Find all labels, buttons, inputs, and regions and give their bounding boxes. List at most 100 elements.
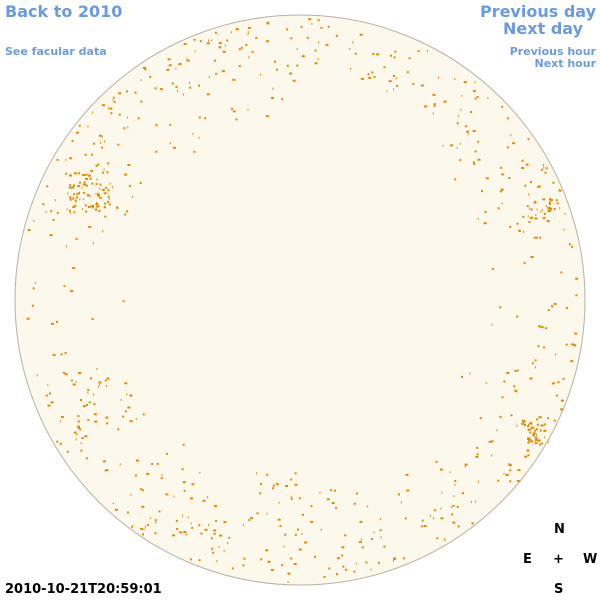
- facula: [352, 41, 354, 44]
- facula: [72, 197, 75, 200]
- facula: [218, 42, 222, 45]
- facula: [441, 491, 443, 494]
- facula: [87, 419, 90, 422]
- facula: [475, 455, 479, 458]
- facula: [400, 501, 402, 504]
- facula: [353, 570, 356, 573]
- facula: [199, 471, 201, 474]
- facula: [545, 327, 548, 330]
- facula: [528, 221, 531, 223]
- facula: [456, 505, 459, 508]
- facula: [175, 519, 178, 522]
- facula: [560, 408, 564, 411]
- facula: [359, 520, 363, 523]
- next-hour-link[interactable]: Next hour: [534, 57, 597, 70]
- facula: [104, 140, 105, 143]
- facula: [118, 113, 121, 116]
- facula: [532, 432, 536, 435]
- facula: [167, 493, 169, 496]
- facula: [85, 210, 88, 213]
- facula: [365, 561, 368, 564]
- compass-west: W: [583, 552, 598, 567]
- facula: [119, 463, 121, 466]
- facula: [281, 564, 284, 567]
- previous-hour-link[interactable]: Previous hour: [509, 45, 596, 58]
- facula: [72, 205, 76, 208]
- facula: [56, 320, 58, 323]
- facula: [432, 112, 434, 115]
- facula: [543, 166, 545, 169]
- back-link[interactable]: Back to 2010: [5, 2, 123, 21]
- facula: [73, 186, 75, 189]
- next-day-link[interactable]: Next day: [503, 19, 583, 38]
- facula: [454, 480, 457, 482]
- facula: [255, 36, 258, 39]
- facula: [81, 437, 84, 439]
- facula: [96, 205, 98, 208]
- facula: [292, 79, 296, 82]
- facula: [92, 242, 94, 245]
- facula: [70, 379, 73, 382]
- facula: [281, 98, 284, 101]
- facula: [166, 68, 170, 71]
- facula: [137, 117, 140, 120]
- facula: [467, 133, 469, 136]
- facula: [77, 185, 81, 188]
- facula: [208, 39, 209, 42]
- facula: [565, 307, 568, 309]
- facula: [497, 479, 500, 482]
- facula: [524, 455, 528, 458]
- facular-link[interactable]: See facular data: [5, 45, 107, 58]
- previous-day-link[interactable]: Previous day: [479, 2, 596, 21]
- facula: [260, 73, 261, 76]
- facula: [104, 379, 107, 382]
- facula: [560, 271, 563, 274]
- facula: [320, 26, 323, 29]
- facula: [103, 206, 106, 209]
- facula: [85, 457, 88, 460]
- facula: [429, 514, 431, 517]
- facula: [123, 127, 126, 130]
- facula: [283, 545, 285, 548]
- facula: [248, 519, 251, 522]
- facula: [294, 483, 298, 486]
- facula: [223, 549, 225, 552]
- facula: [73, 431, 77, 434]
- facula: [503, 380, 506, 383]
- facula: [529, 377, 533, 380]
- facula: [221, 70, 225, 73]
- facula: [140, 488, 143, 491]
- facula: [155, 521, 157, 524]
- facula: [549, 198, 552, 200]
- facula: [103, 192, 107, 195]
- facula: [83, 191, 86, 194]
- facula: [97, 205, 100, 208]
- facula: [552, 181, 555, 184]
- facula: [563, 228, 565, 231]
- facula: [506, 372, 510, 374]
- facula: [89, 195, 91, 197]
- facula: [541, 168, 543, 171]
- facula: [518, 229, 522, 232]
- facula: [412, 82, 415, 85]
- facula: [284, 533, 287, 536]
- facula: [507, 117, 510, 120]
- facula: [177, 90, 178, 93]
- facula: [555, 199, 558, 202]
- facula: [103, 460, 106, 463]
- facula: [371, 71, 374, 74]
- facula: [290, 37, 293, 40]
- facula: [107, 200, 109, 203]
- facula: [124, 173, 128, 176]
- facula: [462, 492, 464, 495]
- facula: [350, 67, 352, 70]
- facula: [117, 143, 120, 146]
- facula: [304, 541, 308, 544]
- facula: [64, 373, 68, 376]
- facula: [301, 55, 305, 58]
- facula: [83, 181, 86, 184]
- facula: [75, 237, 78, 240]
- facula: [526, 205, 529, 208]
- facula: [386, 90, 388, 93]
- facula: [248, 56, 250, 59]
